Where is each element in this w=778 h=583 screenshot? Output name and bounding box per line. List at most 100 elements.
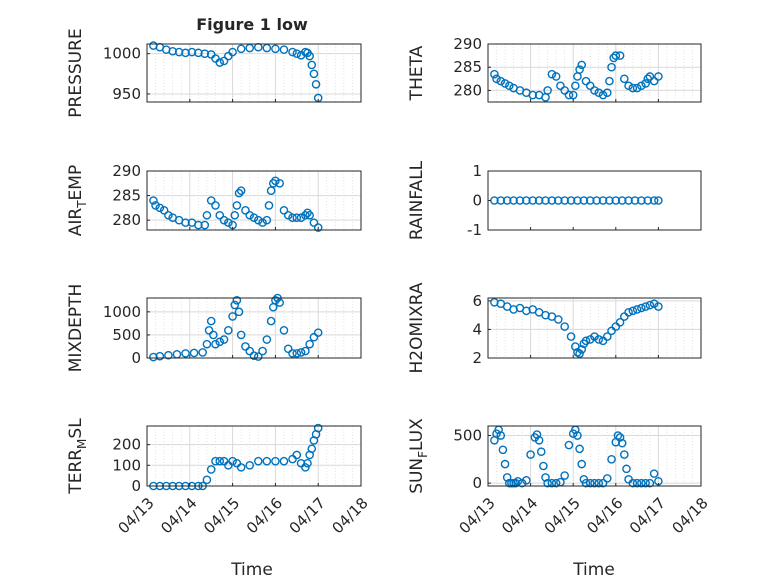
data-point: [309, 69, 319, 79]
data-point: [536, 447, 546, 457]
subplot-1: 950 1000 PRESSURE: [66, 28, 362, 118]
data-point: [598, 478, 608, 488]
data-point: [641, 478, 650, 488]
subplot-5: 0 500 1000 MIXDEPTH: [66, 284, 362, 373]
data-point: [279, 326, 289, 335]
data-point: [649, 196, 659, 205]
data-point: [556, 81, 565, 91]
data-point: [249, 351, 259, 360]
data-point: [649, 76, 659, 86]
data-point: [200, 220, 210, 230]
data-point: [268, 178, 278, 188]
data-point: [206, 316, 216, 326]
y-axis-label: RAINFALL: [407, 160, 427, 240]
data-point: [641, 302, 650, 311]
data-point: [513, 476, 523, 486]
data-point: [202, 475, 212, 485]
y-tick-label: 200: [112, 436, 141, 454]
data-point: [275, 298, 284, 307]
data-point: [641, 79, 650, 88]
plot-area: [147, 426, 361, 486]
data-point: [500, 459, 510, 469]
data-point: [241, 342, 250, 351]
data-point: [236, 330, 246, 340]
data-point: [590, 478, 599, 488]
data-point: [202, 339, 212, 349]
data-point: [628, 83, 638, 93]
data-point: [605, 76, 614, 86]
data-point: [630, 196, 640, 205]
data-point: [292, 213, 302, 223]
data-point: [637, 81, 646, 91]
data-point: [551, 72, 561, 81]
data-point: [566, 196, 576, 205]
y-tick-label: 6: [472, 292, 482, 310]
data-point: [571, 81, 580, 91]
data-point: [528, 196, 538, 205]
data-point: [551, 478, 561, 488]
data-point: [515, 196, 525, 205]
data-point: [264, 201, 274, 210]
data-point: [253, 352, 263, 361]
data-point: [271, 296, 280, 305]
x-axis-label-left: Time: [230, 560, 273, 580]
data-point: [181, 48, 190, 58]
y-tick-label: 290: [453, 35, 482, 53]
y-tick-label: 285: [453, 58, 482, 76]
data-point: [164, 350, 173, 360]
y-axis-label: AIRTEMP: [66, 165, 89, 236]
data-point: [159, 206, 169, 215]
data-point: [211, 456, 220, 466]
data-point: [624, 307, 633, 317]
data-point: [301, 463, 310, 472]
data-point: [288, 47, 297, 57]
data-point: [590, 332, 599, 341]
data-point: [553, 196, 563, 205]
data-point: [309, 332, 319, 342]
data-point: [181, 349, 190, 358]
data-point: [303, 208, 312, 218]
data-point: [279, 206, 289, 215]
data-point: [236, 186, 246, 195]
data-point: [632, 478, 642, 488]
data-point: [585, 478, 595, 488]
data-point: [149, 196, 158, 205]
plot-area: [147, 298, 361, 358]
data-point: [219, 56, 229, 66]
data-point: [271, 176, 280, 186]
y-axis-label: MIXDEPTH: [66, 284, 86, 373]
data-point: [301, 210, 310, 220]
y-tick-label: 1: [472, 162, 482, 180]
y-tick-label: -1: [467, 221, 482, 239]
data-point: [228, 47, 237, 57]
data-point: [645, 478, 655, 488]
y-tick-label: 1000: [103, 45, 141, 63]
data-point: [271, 456, 280, 466]
data-point: [620, 450, 629, 459]
data-point: [288, 349, 297, 358]
data-point: [305, 210, 314, 220]
data-point: [560, 471, 569, 480]
data-point: [262, 215, 272, 225]
y-axis-label: H2OMIXRA: [407, 282, 427, 373]
data-point: [547, 478, 557, 488]
axes-box: [146, 43, 362, 103]
data-point: [577, 60, 587, 70]
data-point: [187, 47, 197, 57]
data-point: [564, 440, 574, 450]
data-point: [249, 213, 259, 223]
data-point: [528, 90, 538, 100]
data-point: [228, 312, 237, 321]
data-point: [594, 335, 604, 344]
data-point: [560, 86, 569, 95]
data-point: [151, 201, 160, 210]
data-point: [632, 305, 642, 314]
data-point: [654, 196, 663, 205]
data-point: [296, 348, 306, 357]
data-point: [496, 431, 506, 440]
data-point: [275, 178, 284, 188]
data-point: [585, 81, 595, 91]
data-point: [543, 86, 552, 95]
data-point: [605, 196, 614, 205]
